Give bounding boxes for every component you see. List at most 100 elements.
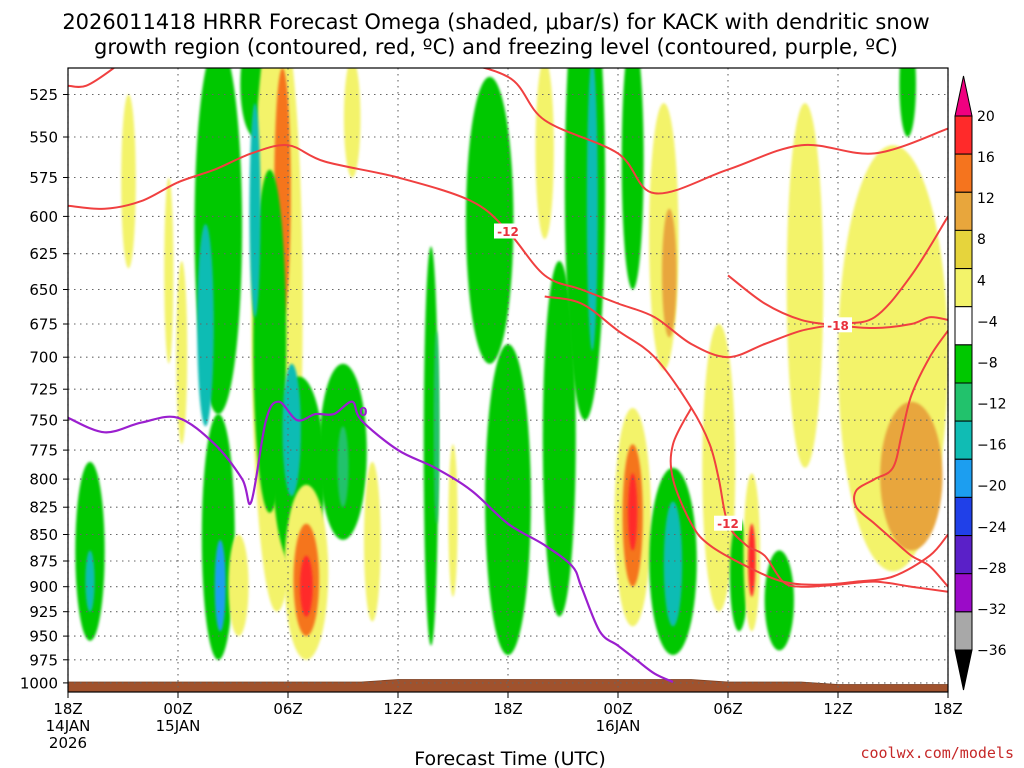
omega-cell-4 [176,261,188,445]
colorbar-top-triangle [954,75,973,117]
omega-cell-36 [628,473,638,551]
y-tick-label-575: 575 [29,169,58,187]
colorbar-label-10: −24 [977,520,1007,536]
chart-title-line2: growth region (contoured, red, ºC) and f… [94,35,898,59]
x-tick-label-0-1: 14JAN [46,717,91,735]
colorbar-label-6: −8 [977,356,998,372]
dgz-label-bg-2 [714,515,742,531]
y-tick-label-800: 800 [29,471,58,489]
omega-cell-14 [249,103,261,318]
y-tick-label-550: 550 [29,129,58,147]
dgz-contour-5 [853,330,948,588]
colorbar-label-0: 20 [977,109,995,125]
colorbar-box-12 [954,573,973,613]
dgz-contour-2 [544,295,948,593]
omega-cell-24 [423,246,439,646]
omega-cell-48 [880,401,943,551]
y-tick-label-775: 775 [29,442,58,460]
omega-cell-19 [299,555,313,617]
omega-cell-29 [542,261,576,617]
omega-cell-28 [485,344,531,656]
x-tick-label-48-0: 18Z [933,700,962,718]
y-tick-label-600: 600 [29,208,58,226]
colorbar-label-12: −32 [977,602,1007,618]
colorbar-box-13 [954,611,973,651]
colorbar-box-1 [954,153,973,193]
y-tick-label-725: 725 [29,381,58,399]
dgz-contour-3 [727,274,948,330]
dgz-label-3: -18 [827,319,849,333]
x-tick-label-0-2: 2026 [49,734,87,752]
omega-cell-45 [764,550,794,651]
dgz-label-1: -12 [497,225,519,239]
colorbar-label-9: −20 [977,479,1007,495]
freezing-level-line [68,400,674,684]
colorbar-label-11: −28 [977,561,1007,577]
y-tick-label-700: 700 [29,349,58,367]
dgz-contour-1 [68,144,948,359]
colorbar-label-5: −4 [977,314,998,330]
colorbar: 20 16 12 8 4 −4 −8 −12 −16 −20 −24 −28 −32 −36 [954,75,1007,691]
colorbar-label-13: −36 [977,643,1007,659]
dgz-label-2: -12 [717,517,739,531]
omega-cell-23 [364,461,381,622]
omega-cell-44 [748,523,756,597]
omega-cell-25 [433,330,440,524]
x-tick-label-0-0: 18Z [53,700,82,718]
credit-text: coolwx.com/models [860,744,1014,762]
colorbar-box-6 [954,344,973,384]
y-tick-label-750: 750 [29,412,58,430]
omega-cell-26 [448,444,458,597]
x-tick-label-24-0: 18Z [493,700,522,718]
freezing-level-label: 0 [359,405,367,419]
omega-cell-41 [702,323,736,612]
y-tick-label-650: 650 [29,281,58,299]
y-tick-label-900: 900 [29,578,58,596]
y-axis-ticks: 525 550 575 600 625 650 675 700 725 750 775 800 825 8… [20,86,68,692]
colorbar-box-4 [954,268,973,308]
grid-lines [67,68,949,692]
omega-cell-6 [197,224,214,427]
colorbar-box-5 [954,306,973,346]
omega-cell-7 [201,414,235,660]
dgz-contour-0 [68,68,948,195]
omega-cell-21 [337,426,349,508]
colorbar-box-11 [954,535,973,575]
colorbar-box-7 [954,382,973,422]
freezing-level-contour: 0 [68,400,674,684]
omega-shading [75,68,948,660]
omega-cell-46 [786,103,824,468]
x-tick-label-42-0: 12Z [823,700,852,718]
dgz-label-bg-1 [494,223,522,239]
colorbar-label-3: 8 [977,232,986,248]
colorbar-box-2 [954,191,973,231]
dgz-contour-4 [669,407,948,586]
colorbar-box-8 [954,420,973,460]
x-tick-label-30-0: 00Z [603,700,632,718]
y-tick-label-925: 925 [29,603,58,621]
colorbar-label-4: 4 [977,273,986,289]
omega-cell-33 [621,68,644,290]
colorbar-bottom-triangle [954,649,973,691]
y-tick-label-875: 875 [29,553,58,571]
colorbar-label-2: 12 [977,191,995,207]
omega-cell-8 [214,539,226,632]
x-tick-label-30-1: 16JAN [596,717,641,735]
x-tick-label-18-0: 12Z [383,700,412,718]
colorbar-label-7: −12 [977,397,1007,413]
colorbar-label-1: 16 [977,150,995,166]
x-tick-label-36-0: 06Z [713,700,742,718]
y-tick-label-825: 825 [29,499,58,517]
colorbar-box-0 [954,115,973,155]
dgz-label-bg-3 [824,317,852,333]
x-tick-label-6-0: 00Z [163,700,192,718]
y-tick-label-975: 975 [29,651,58,669]
y-tick-label-625: 625 [29,245,58,263]
x-tick-label-12-0: 06Z [273,700,302,718]
dgz-contours: -12-12-12-18 [68,68,948,593]
omega-cell-2 [121,94,136,269]
omega-cell-16 [282,363,301,497]
x-axis-title: Forecast Time (UTC) [414,748,605,768]
